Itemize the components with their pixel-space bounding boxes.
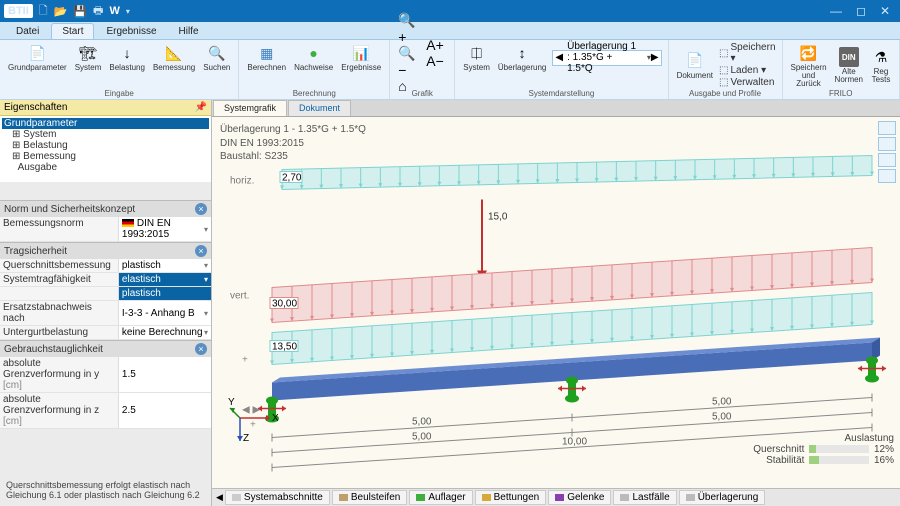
print-icon[interactable]: 🖶 bbox=[93, 2, 103, 21]
left-panel: Eigenschaften📌 Grundparameter ⊞ System ⊞… bbox=[0, 100, 212, 506]
ribbon-item[interactable]: ⚗RegTests bbox=[869, 46, 893, 85]
close-button[interactable]: ✕ bbox=[880, 4, 890, 18]
axis-3d: X Y Z bbox=[228, 393, 278, 446]
tab-ergebnisse[interactable]: Ergebnisse bbox=[96, 24, 166, 39]
ribbon-item[interactable]: 📄Dokument bbox=[675, 50, 715, 81]
svg-text:13,50: 13,50 bbox=[272, 342, 297, 353]
svg-text:vert.: vert. bbox=[230, 291, 249, 302]
svg-text:2,70: 2,70 bbox=[282, 173, 302, 184]
tree-node[interactable]: ⊞ System bbox=[2, 129, 209, 140]
app-letter: W bbox=[109, 5, 119, 17]
prop-row[interactable]: Systemtragfähigkeitelastisch▾ bbox=[0, 273, 211, 287]
canvas-tab-systemgrafik[interactable]: Systemgrafik bbox=[213, 100, 287, 116]
ribbon-item[interactable]: ↕Überlagerung bbox=[496, 42, 548, 73]
maximize-button[interactable]: ◻ bbox=[856, 4, 866, 18]
minimize-button[interactable]: — bbox=[830, 4, 842, 18]
prop-row[interactable]: absolute Grenzverformung in z [cm]2.5 bbox=[0, 393, 211, 429]
svg-text:5,00: 5,00 bbox=[712, 397, 732, 408]
prop-row[interactable]: Ersatzstabnachweis nachI-3-3 - Anhang B▾ bbox=[0, 301, 211, 326]
new-icon[interactable]: 🗋 bbox=[39, 2, 48, 21]
ribbon-item[interactable]: DINAlteNormen bbox=[833, 46, 865, 85]
menu-bar: Datei Start Ergebnisse Hilfe bbox=[0, 22, 900, 40]
bottom-tab[interactable]: Überlagerung bbox=[679, 490, 766, 505]
dropdown-icon[interactable]: ▾ bbox=[126, 7, 130, 16]
tab-start[interactable]: Start bbox=[51, 23, 94, 39]
tree-selected[interactable]: Grundparameter bbox=[2, 118, 209, 129]
bottom-tab[interactable]: Gelenke bbox=[548, 490, 611, 505]
app-logo: BTII bbox=[4, 4, 33, 18]
pin-icon[interactable]: 📌 bbox=[195, 102, 207, 113]
tab-nav-left[interactable]: ◀ bbox=[216, 492, 223, 503]
combo-overlay[interactable]: ◀Überlagerung 1 : 1.35*G + 1.5*Q▾▶ bbox=[552, 50, 661, 66]
open-icon[interactable]: 📂 bbox=[54, 5, 68, 18]
tree-node[interactable]: Ausgabe bbox=[2, 162, 209, 173]
tab-datei[interactable]: Datei bbox=[6, 24, 49, 39]
tree-node[interactable]: ⊞ Belastung bbox=[2, 140, 209, 151]
svg-text:horiz.: horiz. bbox=[230, 176, 254, 187]
canvas[interactable]: Überlagerung 1 - 1.35*G + 1.5*Q DIN EN 1… bbox=[212, 117, 900, 488]
tab-hilfe[interactable]: Hilfe bbox=[169, 24, 209, 39]
prop-row[interactable]: Untergurtbelastungkeine Berechnung▾ bbox=[0, 326, 211, 340]
section-norm[interactable]: Norm und Sicherheitskonzept× bbox=[0, 200, 211, 217]
section-gebrauch[interactable]: Gebrauchstauglichkeit× bbox=[0, 340, 211, 357]
save-icon[interactable]: 💾 bbox=[73, 5, 87, 18]
svg-text:5,00: 5,00 bbox=[412, 432, 432, 443]
bottom-tab[interactable]: Systemabschnitte bbox=[225, 490, 330, 505]
titlebar: BTII 🗋 📂 💾 🖶 W ▾ — ◻ ✕ bbox=[0, 0, 900, 22]
ribbon-item[interactable]: ⎅System bbox=[461, 42, 492, 73]
bottom-tab[interactable]: Lastfälle bbox=[613, 490, 676, 505]
canvas-tab-dokument[interactable]: Dokument bbox=[288, 100, 351, 116]
svg-text:Y: Y bbox=[228, 397, 235, 408]
ribbon-item[interactable]: 🏗System bbox=[73, 42, 104, 73]
ribbon-item[interactable]: 📄Grundparameter bbox=[6, 42, 69, 73]
svg-text:5,00: 5,00 bbox=[412, 417, 432, 428]
ribbon: 📄Grundparameter🏗System↓Belastung📐Bemessu… bbox=[0, 40, 900, 100]
tree-view[interactable]: Grundparameter ⊞ System ⊞ Belastung ⊞ Be… bbox=[0, 116, 211, 182]
ribbon-item[interactable]: 🔁Speichernund Zurück bbox=[789, 42, 829, 89]
canvas-tabs: Systemgrafik Dokument bbox=[212, 100, 900, 117]
hint-text: Querschnittsbemessung erfolgt elastisch … bbox=[0, 474, 211, 506]
svg-text:X: X bbox=[272, 413, 278, 424]
bottom-tab[interactable]: Bettungen bbox=[475, 490, 547, 505]
svg-text:15,0: 15,0 bbox=[488, 212, 508, 223]
ribbon-item[interactable]: ↓Belastung bbox=[107, 42, 147, 73]
section-trag[interactable]: Tragsicherheit× bbox=[0, 242, 211, 259]
bottom-tabs: ◀ SystemabschnitteBeulsteifenAuflagerBet… bbox=[212, 488, 900, 506]
tree-node[interactable]: ⊞ Bemessung bbox=[2, 151, 209, 162]
ribbon-item[interactable]: ●Nachweise bbox=[292, 42, 335, 73]
prop-row[interactable]: absolute Grenzverformung in y [cm]1.5 bbox=[0, 357, 211, 393]
svg-text:Z: Z bbox=[243, 433, 249, 443]
bottom-tab[interactable]: Beulsteifen bbox=[332, 490, 407, 505]
svg-text:30,00: 30,00 bbox=[272, 299, 297, 310]
ribbon-item[interactable]: A+ A− bbox=[424, 42, 448, 64]
bottom-tab[interactable]: Auflager bbox=[409, 490, 472, 505]
utilization-box: Auslastung Querschnitt 12% Stabilität 16… bbox=[753, 433, 894, 466]
svg-text:10,00: 10,00 bbox=[562, 437, 587, 448]
prop-row[interactable]: Querschnittsbemessungplastisch▾ bbox=[0, 259, 211, 273]
properties-header: Eigenschaften📌 bbox=[0, 100, 211, 116]
ribbon-item[interactable]: 📊Ergebnisse bbox=[339, 42, 383, 73]
svg-text:+: + bbox=[242, 355, 248, 366]
ribbon-item[interactable]: 📐Bemessung bbox=[151, 42, 197, 73]
ribbon-item[interactable]: 🔍Suchen bbox=[201, 42, 232, 73]
ribbon-item[interactable]: 🔍+ 🔍− ⌂ bbox=[396, 42, 420, 64]
ribbon-item[interactable]: ▦Berechnen bbox=[245, 42, 288, 73]
svg-text:5,00: 5,00 bbox=[712, 412, 732, 423]
prop-row[interactable]: Bemessungsnorm DIN EN 1993:2015▾ bbox=[0, 217, 211, 242]
